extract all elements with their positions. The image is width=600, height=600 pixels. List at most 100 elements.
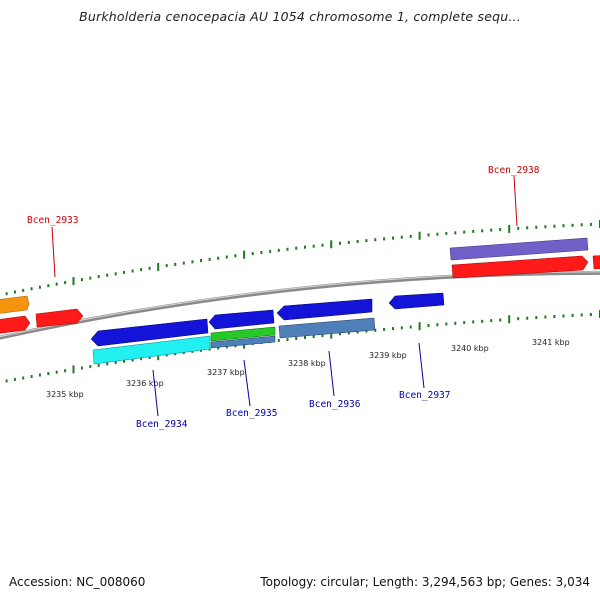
gene-label-bcen-2933[interactable]: Bcen_2933 — [27, 215, 78, 226]
minor-tick — [544, 225, 547, 229]
minor-tick — [481, 229, 484, 233]
minor-tick — [22, 376, 25, 380]
tick-label: 3238 kbp — [288, 359, 326, 368]
minor-tick — [312, 244, 315, 248]
minor-tick — [321, 334, 324, 338]
minor-tick — [251, 252, 254, 256]
major-tick — [418, 322, 421, 331]
minor-tick — [365, 329, 368, 333]
minor-tick — [472, 320, 475, 324]
minor-tick — [234, 254, 237, 258]
major-tick — [508, 224, 511, 233]
minor-tick — [174, 352, 177, 356]
tick-label: 3235 kbp — [46, 390, 84, 399]
minor-tick — [208, 257, 211, 261]
minor-tick — [535, 316, 538, 320]
gene-red-forward[interactable] — [35, 308, 84, 328]
gene-orange[interactable] — [0, 295, 30, 314]
gene-bcen-2936-blue[interactable] — [276, 298, 373, 321]
leader-line-bcen-2933 — [51, 226, 56, 278]
minor-tick — [80, 278, 83, 282]
gene-bcen-2938-purple[interactable] — [449, 237, 589, 261]
gene-label-bcen-2935[interactable]: Bcen_2935 — [226, 408, 277, 419]
major-tick — [157, 352, 160, 361]
gene-bcen-2938-red[interactable] — [451, 255, 589, 279]
gene-bcen-2934-blue[interactable] — [90, 318, 209, 347]
gene-bcen-2935-green[interactable] — [210, 326, 276, 342]
upper-scale-ticks — [5, 220, 600, 296]
minor-tick — [200, 259, 202, 263]
minor-tick — [562, 224, 565, 228]
minor-tick — [571, 223, 574, 227]
minor-tick — [472, 229, 475, 233]
leader-line-bcen-2934 — [152, 369, 159, 417]
minor-tick — [427, 324, 430, 327]
tick-label: 3237 kbp — [207, 368, 245, 377]
minor-tick — [580, 223, 583, 227]
minor-tick — [544, 315, 547, 319]
leader-line-bcen-2938 — [513, 175, 518, 227]
leader-line-bcen-2936 — [328, 350, 335, 397]
minor-tick — [260, 251, 263, 254]
gene-label-bcen-2934[interactable]: Bcen_2934 — [136, 419, 188, 430]
minor-tick — [47, 372, 50, 376]
major-tick — [508, 315, 511, 324]
minor-tick — [106, 273, 109, 277]
minor-tick — [97, 275, 100, 279]
gene-bcen-2934-cyan[interactable] — [92, 335, 211, 365]
minor-tick — [38, 285, 41, 289]
minor-tick — [114, 361, 117, 365]
minor-tick — [89, 276, 92, 280]
gene-bcen-2933-red[interactable] — [0, 315, 31, 334]
accession-text: Accession: NC_008060 — [9, 575, 146, 589]
minor-tick — [114, 272, 117, 276]
minor-tick — [580, 313, 583, 317]
minor-tick — [277, 339, 280, 342]
minor-tick — [589, 222, 592, 226]
major-tick — [72, 277, 75, 286]
minor-tick — [89, 365, 92, 369]
gene-label-bcen-2936[interactable]: Bcen_2936 — [309, 399, 361, 410]
minor-tick — [148, 356, 151, 359]
minor-tick — [445, 322, 448, 326]
minor-tick — [277, 248, 280, 252]
minor-tick — [383, 327, 386, 331]
minor-tick — [64, 281, 67, 285]
minor-tick — [38, 373, 41, 377]
minor-tick — [225, 345, 228, 349]
minor-tick — [374, 328, 377, 332]
minor-tick — [463, 230, 466, 234]
page-title: Burkholderia cenocepacia AU 1054 chromos… — [79, 9, 521, 24]
minor-tick — [589, 313, 592, 316]
gene-bcen-2937-blue[interactable] — [388, 292, 445, 310]
gene-bcen-2935-blue[interactable] — [208, 309, 275, 330]
minor-tick — [304, 245, 306, 249]
major-tick — [330, 330, 333, 339]
gene-bcen-2935-steel[interactable] — [210, 335, 276, 349]
gene-label-bcen-2937[interactable]: Bcen_2937 — [399, 390, 450, 401]
minor-tick — [225, 255, 228, 259]
minor-tick — [55, 370, 58, 374]
gene-bcen-2936-steel[interactable] — [278, 317, 376, 339]
minor-tick — [347, 331, 350, 335]
leader-line-bcen-2937 — [418, 342, 425, 389]
minor-tick — [347, 240, 350, 244]
major-tick — [418, 231, 421, 240]
minor-tick — [463, 321, 466, 325]
minor-tick — [295, 246, 298, 250]
minor-tick — [5, 292, 8, 296]
minor-tick — [106, 362, 109, 366]
minor-tick — [321, 243, 324, 247]
minor-tick — [286, 338, 289, 341]
minor-tick — [517, 317, 520, 321]
minor-tick — [356, 240, 359, 243]
minor-tick — [383, 237, 386, 241]
minor-tick — [13, 290, 16, 294]
gene-label-bcen-2938[interactable]: Bcen_2938 — [488, 165, 540, 176]
minor-tick — [304, 336, 306, 339]
genome-summary-text: Topology: circular; Length: 3,294,563 bp… — [260, 575, 590, 589]
minor-tick — [436, 323, 439, 327]
minor-tick — [123, 270, 126, 274]
gene-red-right-edge[interactable] — [592, 255, 600, 270]
